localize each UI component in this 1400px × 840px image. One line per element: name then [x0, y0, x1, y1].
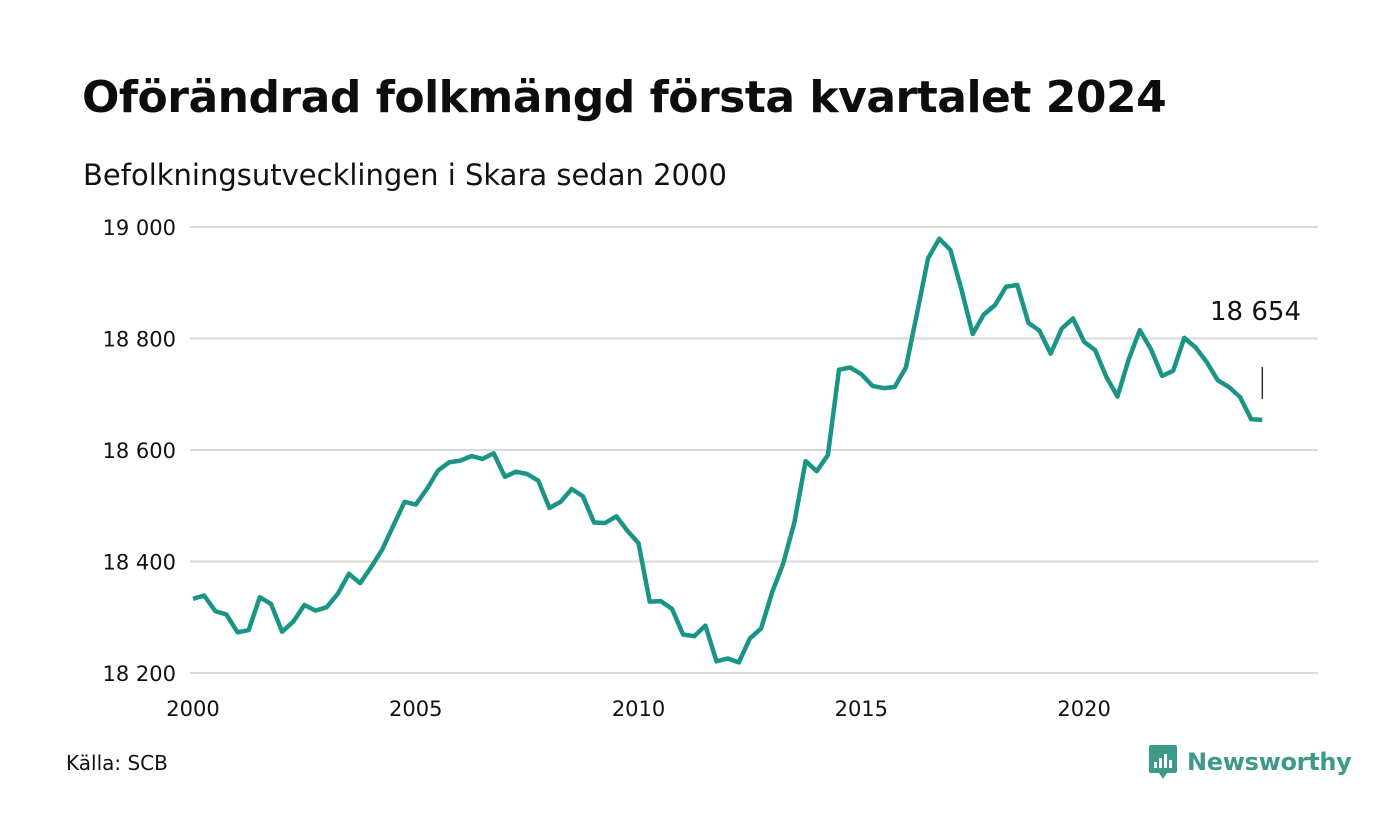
axis-tick-labels: 18 200 18 400 18 600 18 800 19 000 2000 2005 20… [103, 216, 1111, 721]
x-tick-label: 2000 [166, 697, 219, 721]
y-tick-label: 19 000 [103, 216, 176, 240]
chart-subtitle: Befolkningsutvecklingen i Skara sedan 20… [83, 158, 727, 192]
x-tick-label: 2010 [612, 697, 665, 721]
last-value-label: 18 654 [1210, 297, 1301, 327]
y-tick-label: 18 400 [103, 551, 176, 575]
newsworthy-bar-chart-icon [1149, 745, 1177, 779]
source-note: Källa: SCB [66, 751, 168, 775]
brand-logo: Newsworthy [1148, 742, 1352, 782]
annotation: 18 654 [1210, 297, 1301, 399]
brand-name: Newsworthy [1187, 748, 1352, 776]
x-tick-label: 2020 [1057, 697, 1110, 721]
y-tick-label: 18 600 [103, 439, 176, 463]
chart-title: Oförändrad folkmängd första kvartalet 20… [82, 72, 1167, 123]
x-tick-label: 2005 [389, 697, 442, 721]
x-tick-label: 2015 [835, 697, 888, 721]
data-series [192, 236, 1263, 665]
y-gridlines [190, 226, 1318, 674]
series-line [192, 236, 1263, 665]
y-tick-label: 18 800 [103, 328, 176, 352]
y-tick-label: 18 200 [103, 662, 176, 686]
